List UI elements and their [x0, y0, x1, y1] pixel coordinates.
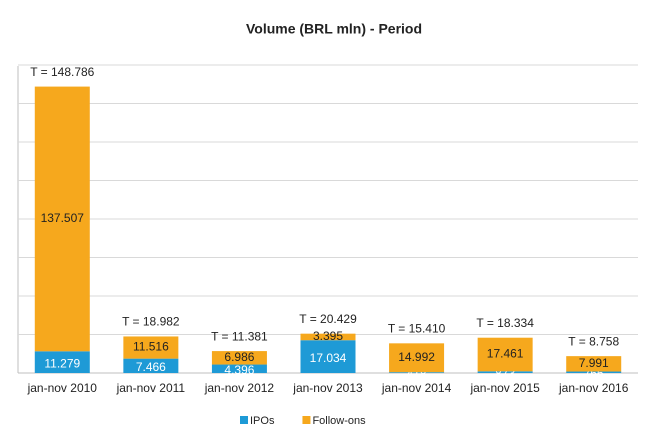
- total-label: T = 11.381: [211, 329, 268, 343]
- bar-segment: [389, 343, 445, 373]
- bar-segment: [34, 86, 90, 352]
- value-label: 17.034: [310, 351, 347, 365]
- total-label: T = 20.429: [299, 312, 357, 326]
- x-tick-label: jan-nov 2014: [381, 381, 452, 395]
- value-label: 4.396: [224, 363, 254, 377]
- bar-segment: [123, 336, 179, 359]
- value-label: 11.279: [44, 356, 80, 370]
- chart-title: Volume (BRL mln) - Period: [246, 21, 422, 37]
- bar-segment: [477, 371, 533, 373]
- value-label: 7.991: [579, 356, 609, 370]
- bar-segment: [34, 351, 90, 373]
- value-label: 11.516: [133, 340, 169, 354]
- bar-segment: [566, 371, 622, 373]
- legend-label: IPOs: [250, 415, 275, 427]
- bar-segment: [300, 333, 356, 341]
- x-tick-label: jan-nov 2011: [116, 381, 186, 395]
- total-label: T = 18.334: [476, 316, 534, 330]
- x-tick-label: jan-nov 2016: [558, 381, 629, 395]
- bar-segment: [211, 351, 267, 365]
- bar-segment: [211, 364, 267, 373]
- bar-segment: [123, 358, 179, 373]
- x-tick-label: jan-nov 2012: [204, 381, 275, 395]
- bar-segment: [300, 340, 356, 373]
- value-label: 7.466: [136, 360, 166, 374]
- value-label: 14.992: [398, 350, 435, 364]
- bar-segment: [477, 337, 533, 372]
- value-label: 6.986: [224, 350, 254, 364]
- bar-segment: [389, 372, 445, 373]
- value-label: 17.461: [487, 347, 524, 361]
- total-label: T = 148.786: [30, 65, 94, 79]
- legend-swatch: [302, 416, 311, 424]
- x-tick-label: jan-nov 2010: [27, 381, 98, 395]
- bar-segment: [566, 356, 622, 372]
- total-label: T = 15.410: [388, 322, 446, 336]
- total-label: T = 18.982: [122, 315, 180, 329]
- legend-label: Follow-ons: [312, 415, 366, 427]
- x-tick-label: jan-nov 2013: [292, 381, 363, 395]
- value-label: 137.507: [41, 211, 85, 225]
- value-label: 3.395: [313, 329, 343, 343]
- total-label: T = 8.758: [568, 334, 619, 348]
- legend-swatch: [240, 416, 248, 424]
- x-tick-label: jan-nov 2015: [469, 381, 540, 395]
